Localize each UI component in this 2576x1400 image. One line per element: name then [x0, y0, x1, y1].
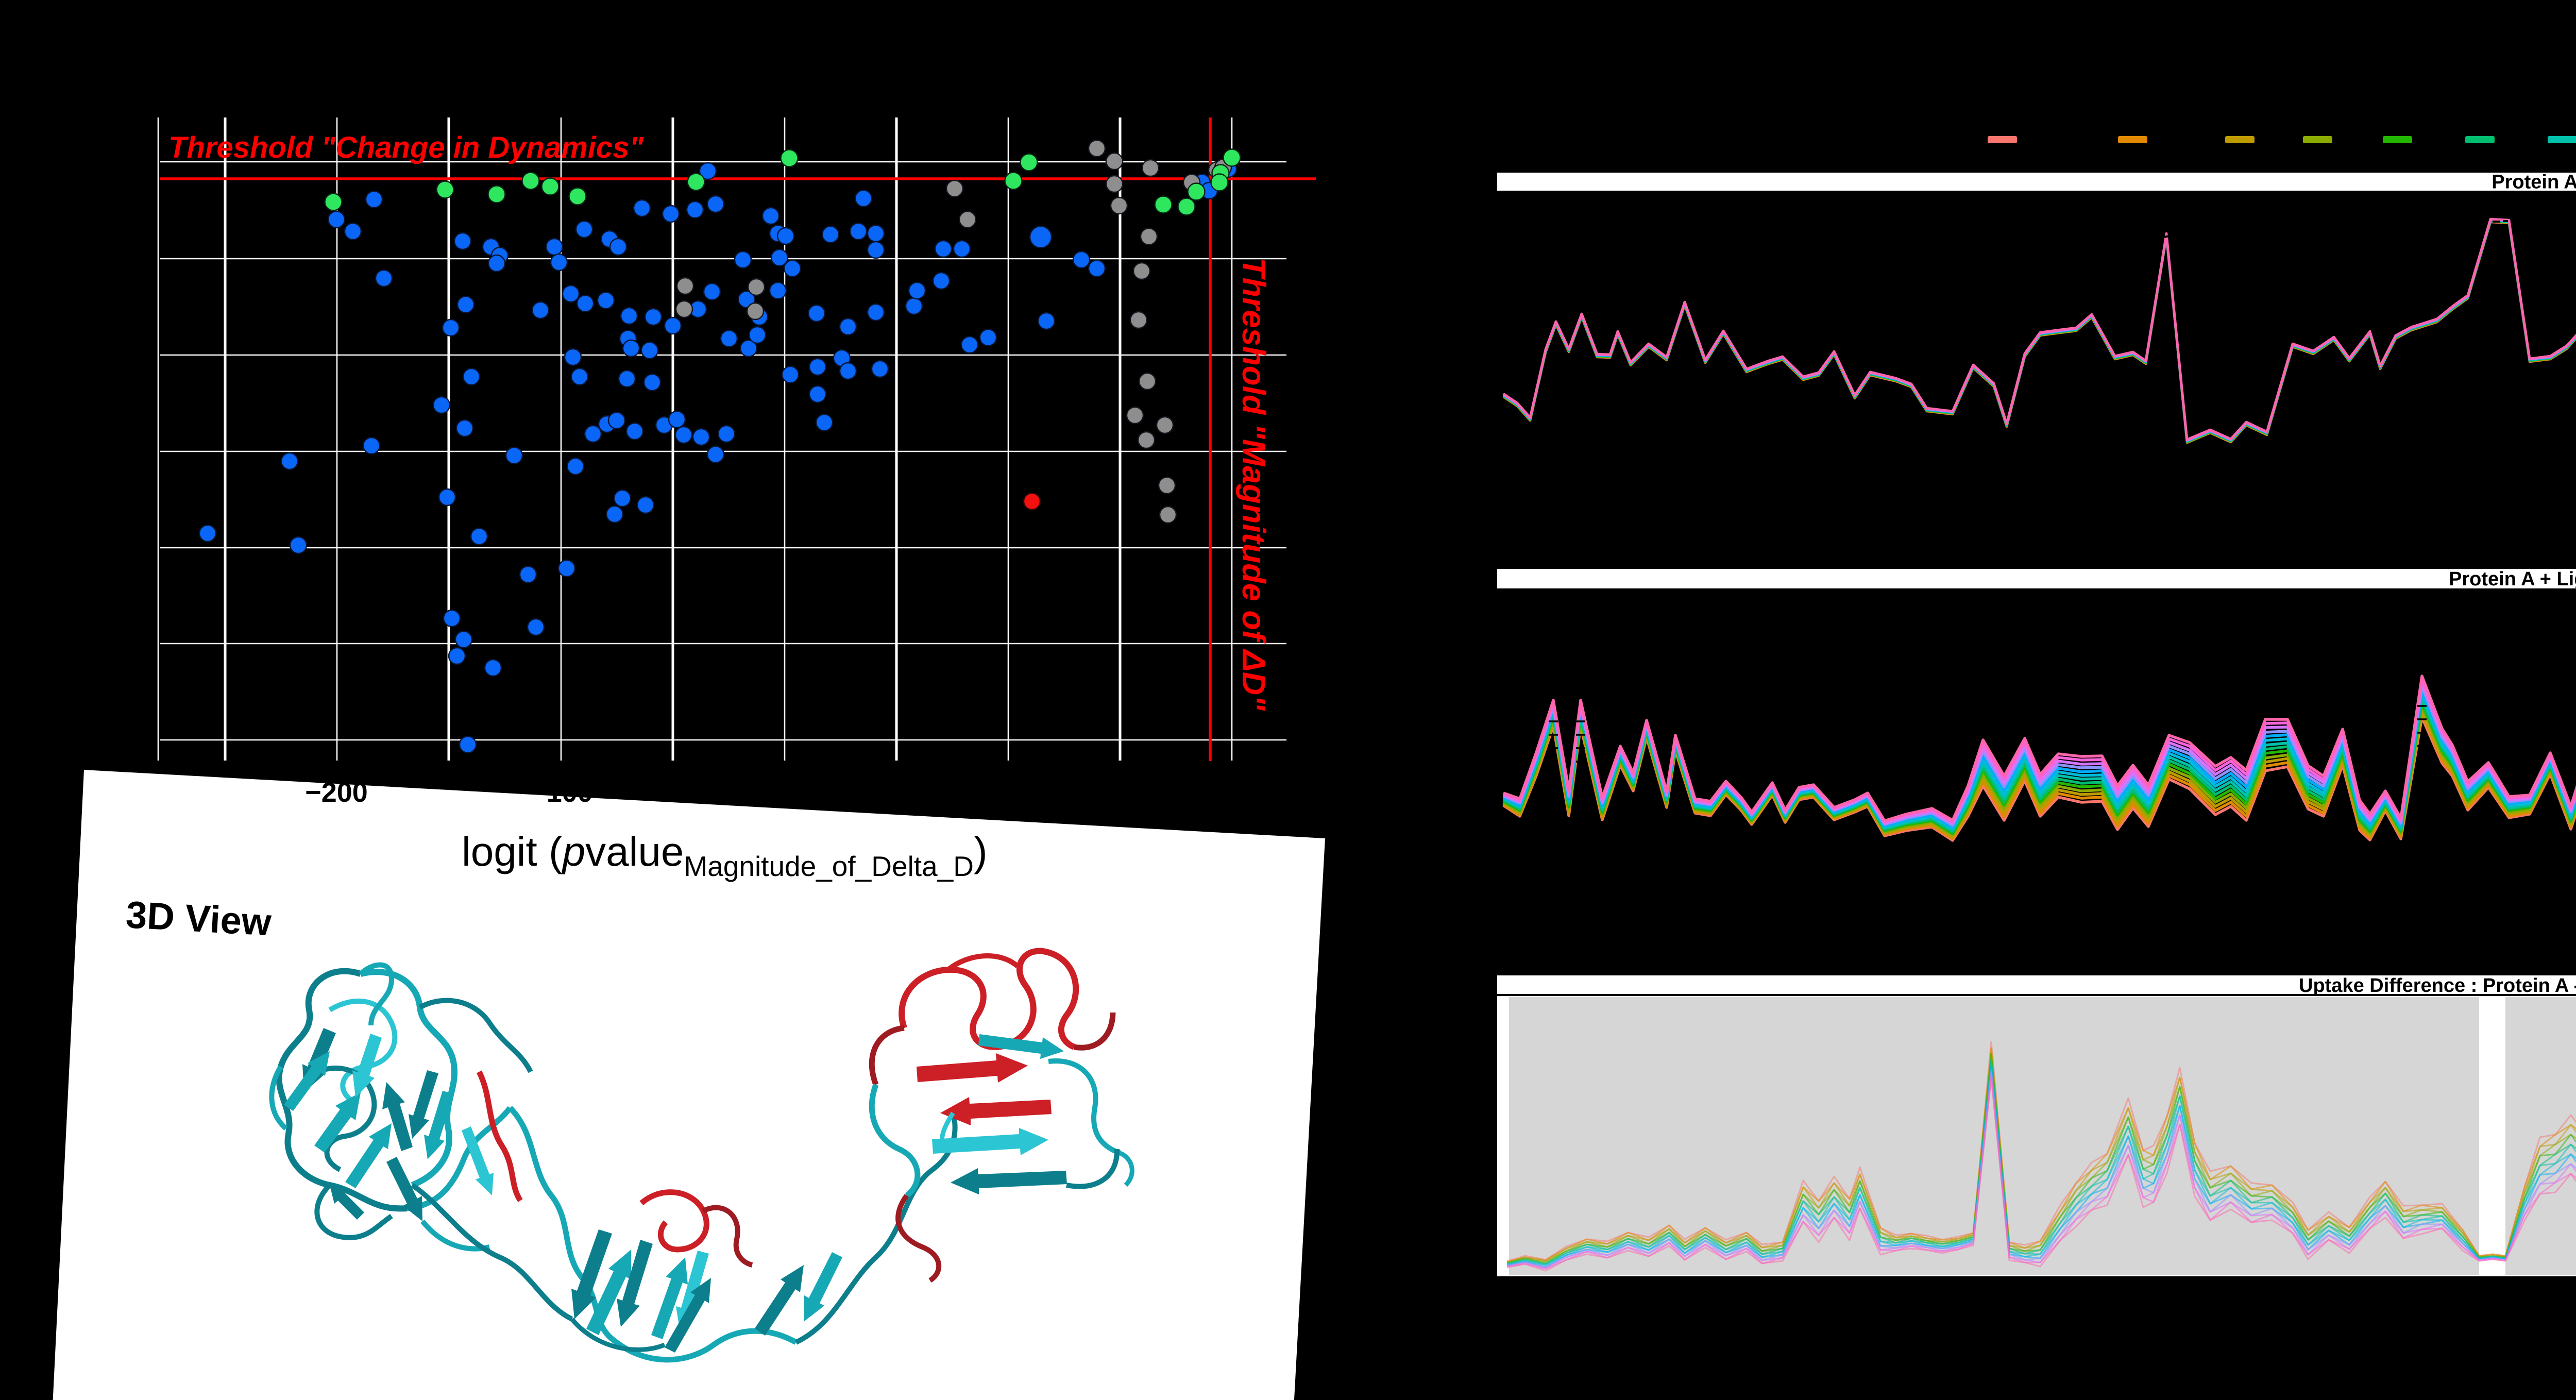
svg-text:Threshold "Magnitude of ΔD": Threshold "Magnitude of ΔD" — [1235, 258, 1272, 711]
svg-text:Threshold "Change in Dynamics": Threshold "Change in Dynamics" — [168, 131, 644, 164]
svg-text:−100: −100 — [530, 777, 593, 808]
svg-text:Uptake Difference : Protein A: Uptake Difference : Protein A - (Protein… — [2299, 975, 2576, 997]
svg-text:Protein A: Protein A — [2492, 172, 2576, 193]
svg-text:3D View: 3D View — [125, 893, 273, 944]
svg-text:−200: −200 — [305, 777, 368, 808]
svg-text:Protein A + Ligand: Protein A + Ligand — [2449, 568, 2576, 590]
